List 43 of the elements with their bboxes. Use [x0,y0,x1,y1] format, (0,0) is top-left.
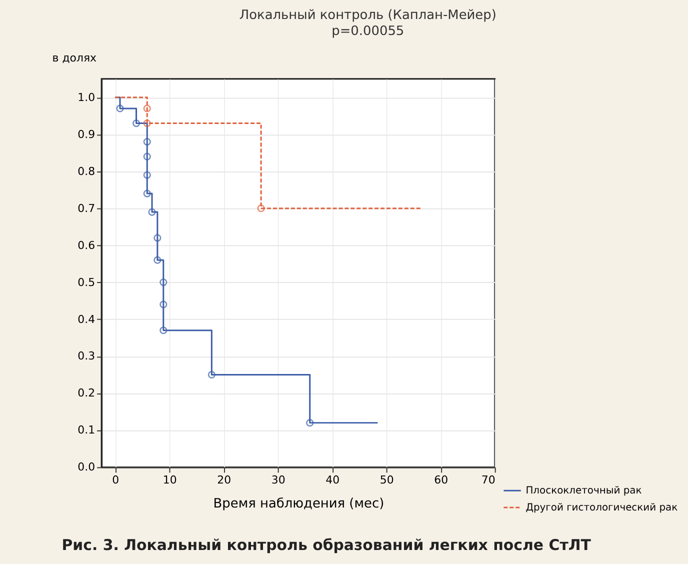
x-tick-label: 60 [434,474,448,487]
x-tick-label: 30 [271,474,286,487]
point [208,370,216,379]
point [143,104,151,112]
point [154,256,162,264]
text: Рис. 3. Локальный контроль образований легких после СтЛТ [62,536,592,554]
point [306,419,314,427]
point [143,152,151,160]
y-tick-label: 0.0 [78,460,96,474]
y-tick-label: 0.9 [78,128,96,141]
x-tick-label: 70 [481,474,496,487]
chart-subtitle: p=0.00055 [332,24,404,40]
y-tick-label: 0.7 [78,202,96,215]
y-tick-label: 0.3 [78,350,96,363]
y-tick-label: 1.0 [78,90,96,104]
legend-label: Плоскоклеточный рак [526,486,642,497]
x-tick-label: 0 [112,474,120,487]
y-tick-label: 0.5 [78,276,96,289]
point [257,204,265,212]
x-tick-label: 10 [162,474,177,487]
y-tick-label: 0.8 [78,164,96,178]
point [116,104,124,112]
point [154,234,162,242]
point [143,171,151,179]
point [160,278,168,286]
point [143,138,151,146]
legend-label: Другой гистологический рак [526,502,678,514]
point [160,300,168,308]
point [148,208,156,216]
point [132,119,140,128]
y-tick-label: 0.6 [78,238,96,252]
y-tick-label: 0.1 [78,424,96,437]
y-tick-label: 0.2 [78,386,96,400]
point [160,326,168,334]
chart-title: Локальный контроль (Каплан-Мейер) [239,8,496,24]
point [143,190,151,198]
y-tick-label: 0.4 [78,312,96,326]
x-tick-label: 40 [326,474,340,487]
x-tick-label: 20 [217,474,232,487]
y-axis-title: в долях [52,51,98,64]
x-axis-title: Время наблюдения (мес) [213,496,384,512]
point [143,119,151,128]
x-tick-label: 50 [380,474,394,487]
